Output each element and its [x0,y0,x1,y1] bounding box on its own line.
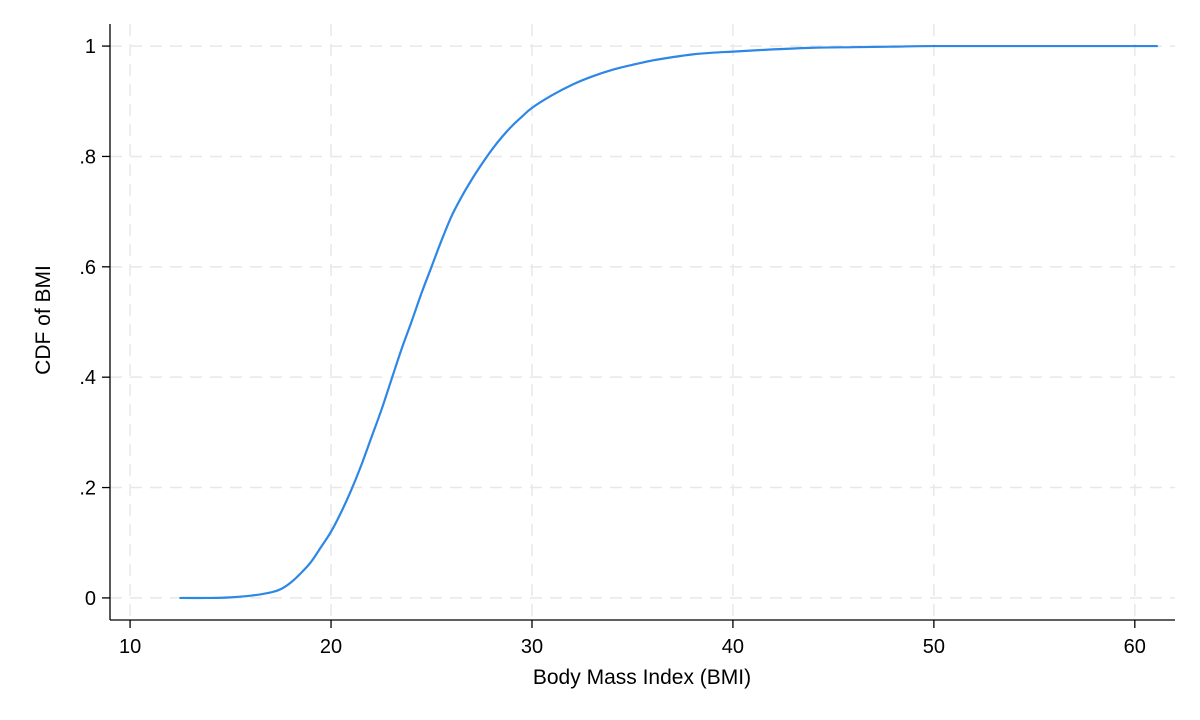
x-tick-label: 10 [119,636,141,658]
axes [109,24,1175,621]
y-tick-label: .6 [79,257,96,279]
y-axis-title: CDF of BMI [32,265,55,375]
x-axis-ticks: 10 20 30 40 50 60 [119,620,1146,658]
y-tick-label: .4 [79,367,96,389]
cdf-series-line [179,44,1159,600]
y-tick-label: 0 [85,588,96,610]
x-tick-label: 20 [320,636,342,658]
x-axis-title: Body Mass Index (BMI) [533,666,751,689]
y-tick-label: .2 [79,478,96,500]
y-tick-label: .8 [79,146,96,168]
x-tick-label: 40 [722,636,744,658]
series-layer [179,44,1159,600]
y-tick-label: 1 [85,36,96,58]
x-tick-label: 60 [1124,636,1146,658]
gridlines [110,24,1175,620]
x-tick-label: 50 [923,636,945,658]
x-tick-label: 30 [521,636,543,658]
y-axis-ticks: 0 .2 .4 .6 .8 1 [79,36,110,610]
